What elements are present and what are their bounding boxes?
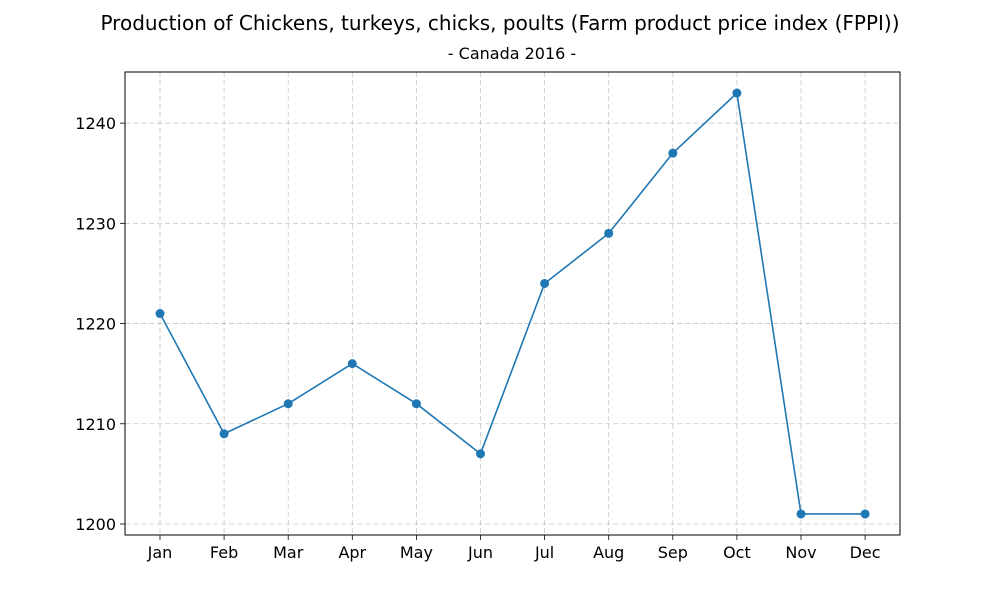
data-point-jun <box>476 449 485 459</box>
data-point-aug <box>604 228 614 238</box>
data-point-sep <box>668 148 678 158</box>
data-point-jul <box>540 278 550 288</box>
data-series <box>155 88 870 519</box>
x-tick-label: Dec <box>850 543 881 562</box>
data-point-dec <box>860 509 870 519</box>
x-tick-label: Sep <box>658 543 688 562</box>
x-tick-label: Jun <box>467 543 493 562</box>
x-tick-label: Mar <box>273 543 304 562</box>
x-tick-label: Aug <box>593 543 624 562</box>
chart-title: Production of Chickens, turkeys, chicks,… <box>100 11 899 35</box>
chart-subtitle: - Canada 2016 - <box>448 44 576 63</box>
grid-lines <box>125 72 900 535</box>
x-tick-label: Nov <box>785 543 816 562</box>
x-tick-label: Jul <box>534 543 554 562</box>
data-point-feb <box>219 429 229 439</box>
x-tick-label: Oct <box>723 543 751 562</box>
x-tick-label: Apr <box>338 543 366 562</box>
axes: Jan Feb Mar Apr May Jun Jul Aug Sep Oct Nov Dec 1200… <box>75 71 901 562</box>
x-tick-label: Jan <box>147 543 173 562</box>
data-point-may <box>411 399 421 409</box>
x-tick-label: May <box>400 543 433 562</box>
data-point-jan <box>155 309 165 319</box>
y-tick-label: 1210 <box>75 415 116 434</box>
x-tick-label: Feb <box>210 543 238 562</box>
plot-frame <box>124 71 901 536</box>
y-tick-label: 1230 <box>75 214 116 233</box>
data-point-apr <box>347 359 357 369</box>
data-point-oct <box>732 88 742 98</box>
data-point-nov <box>796 509 806 519</box>
series-line <box>159 91 866 515</box>
y-tick-label: 1200 <box>75 515 116 534</box>
y-tick-label: 1240 <box>75 114 116 133</box>
data-point-mar <box>283 399 293 409</box>
y-tick-label: 1220 <box>75 315 116 334</box>
